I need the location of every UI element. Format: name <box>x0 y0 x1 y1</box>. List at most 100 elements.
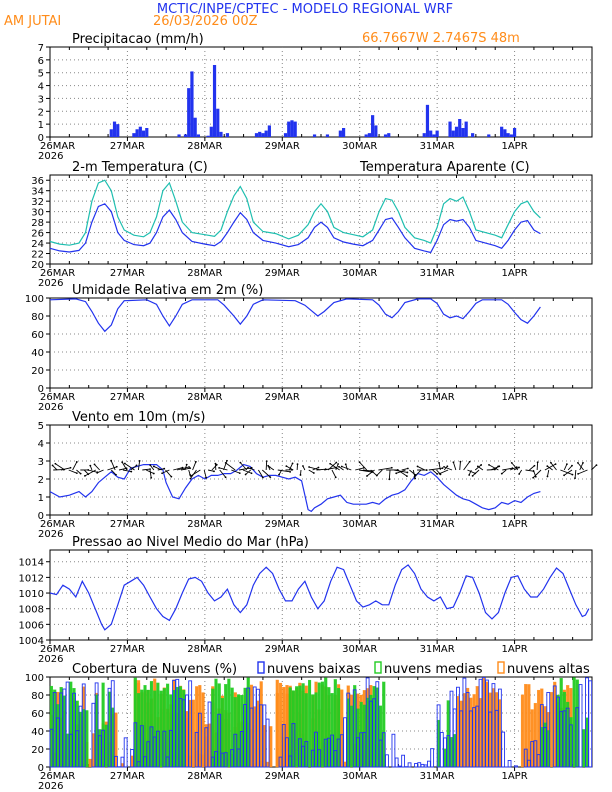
y-tick-label: 80 <box>31 691 44 702</box>
panel-rh: 0 20 40 60 80 100 26MAR 27MAR 28MAR 29MAR 30MAR 31M… <box>25 283 593 413</box>
cloud-bar <box>65 681 70 768</box>
wind-arrow <box>577 469 588 475</box>
wind-arrow <box>240 462 248 471</box>
cloud-bar <box>110 680 115 768</box>
wind-arrow-head <box>582 461 584 464</box>
wind-arrow-head <box>425 469 428 471</box>
wind-arrow-head <box>358 461 361 464</box>
wind-arrow-head <box>138 459 141 462</box>
cloud-bar <box>349 705 354 768</box>
wind-arrow-head <box>518 466 520 469</box>
wind-arrow-head <box>170 475 173 478</box>
panel-clouds: 0 20 40 60 80 100 26MAR 27MAR 28MAR 29MAR 30MAR 31M… <box>25 661 593 792</box>
wind-arrow <box>438 462 441 471</box>
wind-arrow-head <box>566 463 568 466</box>
wind-arrow <box>161 469 170 474</box>
cloud-bar <box>346 692 351 768</box>
wind-arrow <box>149 464 155 471</box>
wind-arrow-head <box>510 461 513 464</box>
precip-bar <box>183 134 188 137</box>
x-tick-label: 27MAR <box>110 392 145 403</box>
x-tick-label: 1APR <box>501 268 527 279</box>
wind-arrow-head <box>390 466 393 469</box>
y-tick-label: 0 <box>38 763 44 774</box>
y-tick-label: 2 <box>38 475 44 486</box>
wind-arrow-head <box>93 463 96 466</box>
wind-arrow <box>308 469 315 474</box>
wind-arrow-head <box>335 461 338 464</box>
x-tick-label: 28MAR <box>187 771 222 782</box>
wind-arrow <box>218 467 228 471</box>
precip-bar <box>287 121 291 137</box>
wind-arrow-head <box>75 472 78 475</box>
wind-arrow <box>288 463 293 471</box>
precip-bar <box>451 130 455 137</box>
wind-arrow-head <box>571 464 573 467</box>
wind-arrow <box>529 465 535 471</box>
cloud-bar <box>191 699 195 768</box>
wind-arrow <box>345 464 348 471</box>
wind-arrow-head <box>436 473 439 475</box>
precip-bar <box>500 126 504 137</box>
precip-bar <box>264 130 268 137</box>
wind-arrow <box>397 469 408 477</box>
wind-arrow-head <box>497 465 500 468</box>
x-tick-label: 1APR <box>501 771 527 782</box>
x-tick-label: 30MAR <box>342 519 377 530</box>
cloud-bar <box>375 681 380 768</box>
y-tick-label: 32 <box>31 197 44 208</box>
x-tick-label: 31MAR <box>420 268 455 279</box>
y-tick-label: 3 <box>38 457 44 468</box>
x-year-label: 2026 <box>38 402 63 413</box>
precip-bar <box>209 126 213 137</box>
panel-frame <box>49 46 593 138</box>
wind-arrow <box>331 469 337 478</box>
wind-arrow <box>203 469 207 478</box>
wind-arrow <box>393 469 408 473</box>
cloud-bar <box>88 758 92 768</box>
cloud-bar <box>85 710 89 768</box>
legend-label: nuvens baixas <box>267 662 361 677</box>
wind-arrow-head <box>163 467 166 470</box>
x-year-label: 2026 <box>38 278 63 289</box>
series-line <box>49 179 541 246</box>
cloud-bar <box>582 729 586 768</box>
wind-arrow-head <box>500 472 503 475</box>
wind-arrow <box>130 465 137 471</box>
wind-arrow-head <box>406 475 408 478</box>
cloud-bar <box>420 763 425 768</box>
cloud-bar <box>523 748 528 768</box>
precip-bar <box>512 128 517 137</box>
cloud-bar <box>295 686 299 768</box>
cloud-bar <box>137 693 141 768</box>
wind-arrow <box>574 469 577 479</box>
precip-bar <box>109 129 113 137</box>
precip-bar <box>225 133 230 137</box>
legend-swatch <box>374 661 382 674</box>
cloud-bar <box>285 737 289 768</box>
cloud-bar <box>414 763 418 768</box>
y-tick-label: 40 <box>31 727 44 738</box>
cloud-bar <box>307 679 312 768</box>
wind-arrow-head <box>262 476 264 479</box>
wind-arrow <box>376 469 383 476</box>
cloud-bar <box>401 754 406 768</box>
wind-arrow <box>366 469 375 477</box>
wind-arrow-head <box>446 465 449 468</box>
precip-bar <box>338 130 342 137</box>
wind-arrow-head <box>533 464 536 467</box>
wind-arrow <box>501 469 507 475</box>
cloud-bar <box>501 731 506 768</box>
wind-arrow <box>338 466 344 471</box>
cloud-bar <box>391 733 396 768</box>
y-tick-label: 1 <box>38 493 44 504</box>
precip-bar <box>371 115 375 137</box>
precip-bar <box>435 130 439 137</box>
precip-bar <box>448 121 452 137</box>
wind-arrow-head <box>563 474 565 477</box>
cloud-bar <box>572 677 576 768</box>
panel-precip: 0 1 2 34 5 6 7 26MAR 27MAR 28MAR 29MAR 30MAR 31MAR 1A… <box>38 32 593 162</box>
wind-arrow <box>532 469 542 479</box>
wind-arrow <box>192 461 197 471</box>
